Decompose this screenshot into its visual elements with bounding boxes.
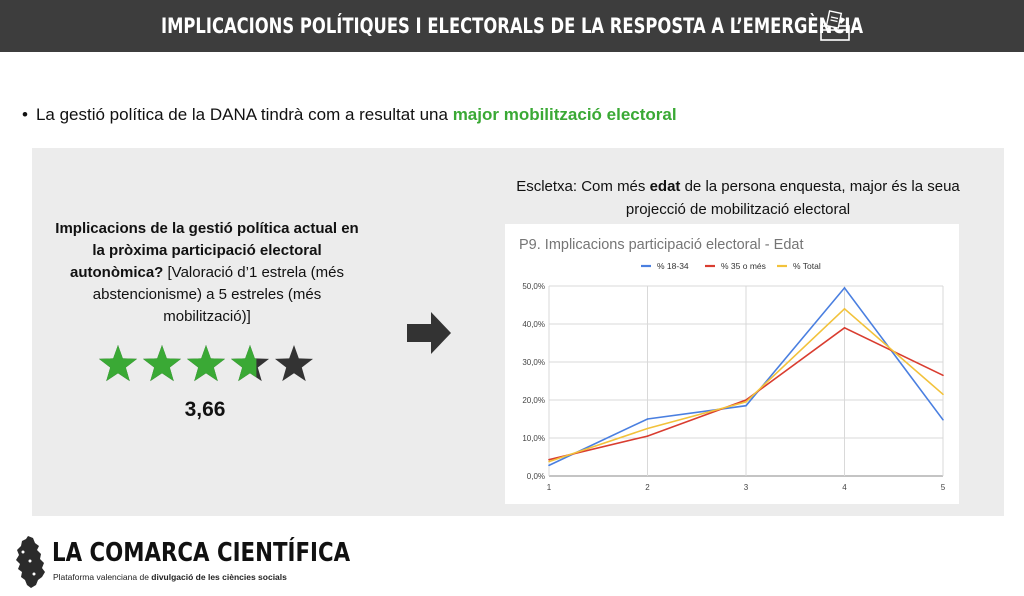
data-point <box>942 393 944 396</box>
ballot-box-icon <box>820 10 850 41</box>
page-title: IMPLICACIONS POLÍTIQUES I ELECTORALS DE … <box>160 14 864 38</box>
rating-score: 3,66 <box>184 398 226 421</box>
x-tick-label: 3 <box>744 483 749 492</box>
data-point <box>942 418 944 421</box>
bullet-dot: • <box>22 105 28 124</box>
bullet-statement: • La gestió política de la DANA tindrà co… <box>22 105 677 125</box>
line-chart-card: P9. Implicacions participació electoral … <box>505 224 959 504</box>
caption-pre: Escletxa: Com més <box>516 178 650 195</box>
data-point <box>942 374 944 377</box>
data-point <box>646 418 649 420</box>
data-point <box>745 399 747 401</box>
y-tick-label: 30,0% <box>522 358 545 367</box>
legend-label: % 35 o més <box>721 261 766 271</box>
data-point <box>745 401 747 403</box>
star-3 <box>186 345 226 382</box>
brand-sub-pre: Plataforma valenciana de <box>53 572 152 582</box>
data-point <box>548 458 550 461</box>
data-point <box>646 435 649 437</box>
y-tick-label: 40,0% <box>522 320 545 329</box>
x-tick-label: 4 <box>842 483 847 492</box>
brand-tagline: Plataforma valenciana de divulgació de l… <box>53 572 287 582</box>
y-tick-label: 20,0% <box>522 396 545 405</box>
data-point <box>646 427 649 430</box>
legend-label: % Total <box>793 261 821 271</box>
caption-bold: edat <box>649 178 681 195</box>
caption-post: de la persona enquesta, major és la seua… <box>625 178 960 218</box>
brand-sub-bold: divulgació de les ciències socials <box>151 572 287 582</box>
valencia-map-logo-icon <box>16 536 45 588</box>
data-point <box>548 460 550 463</box>
data-point <box>843 308 846 310</box>
legend-item: % 18-34 <box>641 261 689 271</box>
star-1 <box>98 345 138 382</box>
y-tick-label: 10,0% <box>522 434 545 443</box>
data-point <box>843 287 846 289</box>
legend-item: % Total <box>777 261 821 271</box>
legend-label: % 18-34 <box>657 261 689 271</box>
star-rating <box>98 345 314 382</box>
chart-caption: Escletxa: Com més edat de la persona enq… <box>488 175 988 221</box>
x-tick-label: 2 <box>645 483 650 492</box>
x-tick-label: 5 <box>941 483 946 492</box>
chart-title: P9. Implicacions participació electoral … <box>519 237 804 253</box>
bullet-text: La gestió política de la DANA tindrà com… <box>35 105 453 124</box>
star-5 <box>274 345 314 382</box>
bullet-highlight: major mobilització electoral <box>452 105 677 124</box>
header-bar: IMPLICACIONS POLÍTIQUES I ELECTORALS DE … <box>0 0 1024 52</box>
survey-question: Implicacions de la gestió política actua… <box>52 218 362 328</box>
legend-item: % 35 o més <box>705 261 766 271</box>
star-2 <box>142 345 182 382</box>
x-tick-label: 1 <box>547 483 552 492</box>
question-bold: Implicacions de la gestió política actua… <box>55 220 359 281</box>
y-tick-label: 50,0% <box>522 282 545 291</box>
data-point <box>843 327 846 329</box>
data-point <box>548 464 550 467</box>
line-chart: P9. Implicacions participació electoral … <box>519 237 946 492</box>
brand-name: LA COMARCA CIENTÍFICA <box>52 538 351 568</box>
data-point <box>745 404 747 407</box>
star-4 <box>230 345 270 382</box>
right-arrow-icon <box>407 312 451 354</box>
y-tick-label: 0,0% <box>527 472 545 481</box>
question-rest: [Valoració d’1 estrela (més abstencionis… <box>92 264 344 325</box>
